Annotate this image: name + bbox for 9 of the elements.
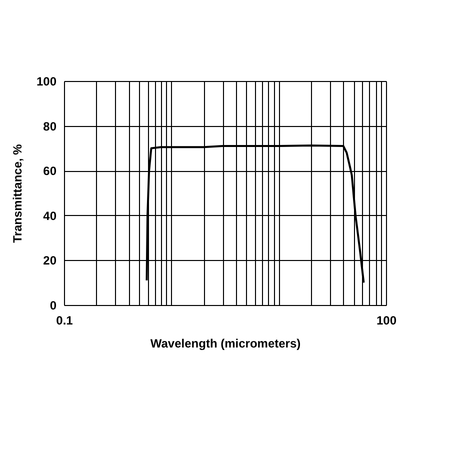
y-tick-label: 20 (43, 254, 57, 268)
y-tick-label: 40 (43, 208, 57, 223)
y-tick-label: 100 (36, 74, 57, 88)
x-tick-label: 0.1 (56, 314, 74, 328)
y-tick-label: 0 (50, 298, 57, 312)
y-axis-title: Transmittance, % (10, 144, 24, 243)
x-axis-title: Wavelength (micrometers) (150, 336, 301, 350)
y-tick-label: 60 (43, 164, 57, 178)
y-tick-label: 80 (43, 119, 57, 134)
